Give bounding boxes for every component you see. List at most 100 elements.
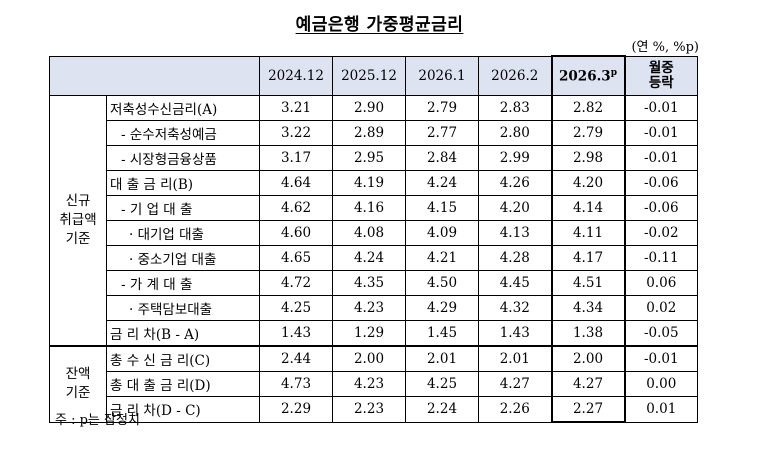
value-cell: 2.23 (332, 396, 406, 423)
table-row: 총 대 출 금 리(D) 4.73 4.23 4.25 4.27 4.27 0.00 (50, 371, 698, 397)
value-cell: 4.13 (478, 220, 552, 246)
change-cell: 0.06 (624, 270, 698, 296)
table-row: - 가 계 대 출 4.72 4.35 4.50 4.45 4.51 0.06 (50, 270, 698, 296)
value-cell: 4.29 (405, 295, 479, 321)
group-label-new: 신규 취급액 기준 (49, 95, 107, 347)
table-row: - 순수저축성예금 3.22 2.89 2.77 2.80 2.79 -0.01 (50, 120, 698, 146)
change-cell: -0.06 (624, 195, 698, 221)
change-cell: -0.01 (624, 145, 698, 171)
row-label: · 중소기업 대출 (106, 245, 260, 271)
change-cell: 0.00 (624, 371, 698, 397)
change-cell: -0.01 (624, 345, 698, 372)
value-cell: 2.44 (259, 345, 333, 372)
value-cell: 2.98 (550, 145, 626, 171)
value-cell: 4.35 (332, 270, 406, 296)
value-cell: 4.62 (259, 195, 333, 221)
row-label: 저축성수신금리(A) (106, 95, 260, 121)
table-row: 신규 취급액 기준 저축성수신금리(A) 3.21 2.90 2.79 2.83 2.82-… (49, 95, 698, 347)
value-cell: 2.00 (550, 345, 626, 372)
value-cell: 1.43 (478, 320, 552, 347)
value-cell: 2.01 (405, 345, 479, 372)
value-cell: 4.16 (332, 195, 406, 221)
value-cell: 2.80 (478, 120, 552, 146)
unit-label: (연 %, %p) (631, 40, 699, 55)
value-cell: 2.00 (332, 345, 406, 372)
change-cell: -0.01 (624, 120, 698, 146)
col-header: 2025.12 (332, 55, 406, 96)
header-blank (49, 55, 260, 96)
change-cell: 0.01 (624, 396, 698, 423)
value-cell: 2.95 (332, 145, 406, 171)
value-cell: 4.65 (259, 245, 333, 271)
value-cell: 2.84 (405, 145, 479, 171)
value-cell: 2.83 (478, 95, 552, 121)
value-cell: 4.23 (332, 371, 406, 397)
value-cell: 2.29 (259, 396, 333, 423)
value-cell: 3.21 (259, 95, 333, 121)
row-label: 총 대 출 금 리(D) (106, 371, 260, 397)
value-cell: 4.15 (405, 195, 479, 221)
value-cell: 4.14 (550, 195, 626, 221)
table-row: 금 리 차(B - A) 1.43 1.29 1.45 1.43 1.38 -0.05 (50, 320, 698, 347)
value-cell: 4.26 (478, 170, 552, 196)
value-cell: 4.27 (478, 371, 552, 397)
change-cell: 0.02 (624, 295, 698, 321)
col-header: 2024.12 (259, 55, 333, 96)
value-cell: 4.23 (332, 295, 406, 321)
group-label-balance: 잔액 기준 (49, 345, 107, 423)
value-cell: 4.24 (332, 245, 406, 271)
value-cell: 4.28 (478, 245, 552, 271)
value-cell: 4.17 (550, 245, 626, 271)
value-cell: 2.79 (405, 95, 479, 121)
value-cell: 4.20 (478, 195, 552, 221)
change-cell: -0.11 (624, 245, 698, 271)
value-cell: 4.45 (478, 270, 552, 296)
change-cell: -0.02 (624, 220, 698, 246)
table-title: 예금은행 가중평균금리 (295, 15, 464, 35)
value-cell: 1.29 (332, 320, 406, 347)
value-cell: 4.34 (550, 295, 626, 321)
table-row: · 중소기업 대출 4.65 4.24 4.21 4.28 4.17 -0.11 (50, 245, 698, 271)
change-cell: -0.01 (624, 95, 698, 121)
value-cell: 2.24 (405, 396, 479, 423)
col-header-change: 월중 등락 (624, 55, 698, 96)
row-label: 대 출 금 리(B) (106, 170, 260, 196)
change-cell: -0.06 (624, 170, 698, 196)
table-row: 대 출 금 리(B) 4.64 4.19 4.24 4.26 4.20 -0.06 (50, 170, 698, 196)
value-cell: 2.90 (332, 95, 406, 121)
value-cell: 4.50 (405, 270, 479, 296)
value-cell: 2.26 (478, 396, 552, 423)
value-cell: 4.73 (259, 371, 333, 397)
value-cell: 4.64 (259, 170, 333, 196)
value-cell: 4.20 (550, 170, 626, 196)
value-cell: 4.51 (550, 270, 626, 296)
value-cell: 2.79 (550, 120, 626, 146)
value-cell: 1.45 (405, 320, 479, 347)
value-cell: 4.25 (405, 371, 479, 397)
value-cell: 4.72 (259, 270, 333, 296)
row-label: - 가 계 대 출 (106, 270, 260, 296)
value-cell: 4.09 (405, 220, 479, 246)
table-row: · 주택담보대출 4.25 4.23 4.29 4.32 4.34 0.02 (50, 295, 698, 321)
row-label: · 주택담보대출 (106, 295, 260, 321)
value-cell: 4.11 (550, 220, 626, 246)
table-row: 금 리 차(D - C) 2.29 2.23 2.24 2.26 2.27 0.01 (50, 396, 698, 423)
table-row: - 시장형금융상품 3.17 2.95 2.84 2.99 2.98 -0.01 (50, 145, 698, 171)
col-header: 2026.2 (478, 55, 552, 96)
value-cell: 2.27 (550, 396, 626, 423)
row-label: 금 리 차(B - A) (106, 320, 260, 347)
value-cell: 3.17 (259, 145, 333, 171)
value-cell: 2.77 (405, 120, 479, 146)
value-cell: 1.38 (550, 320, 626, 347)
footnote: 주 : p는 잠정치 (55, 413, 140, 428)
col-header: 2026.1 (405, 55, 479, 96)
row-label: - 시장형금융상품 (106, 145, 260, 171)
table-row: · 대기업 대출 4.60 4.08 4.09 4.13 4.11 -0.02 (50, 220, 698, 246)
row-label: - 순수저축성예금 (106, 120, 260, 146)
value-cell: 1.43 (259, 320, 333, 347)
table-row: - 기 업 대 출 4.62 4.16 4.15 4.20 4.14 -0.06 (50, 195, 698, 221)
table-row: 잔액 기준 총 수 신 금 리(C) 2.44 2.00 2.01 2.01 2.00 -0.… (49, 345, 698, 423)
value-cell: 2.82 (550, 95, 626, 121)
value-cell: 4.24 (405, 170, 479, 196)
header-row: 2024.12 2025.12 2026.1 2026.2 2026.3p 월중… (49, 55, 698, 96)
